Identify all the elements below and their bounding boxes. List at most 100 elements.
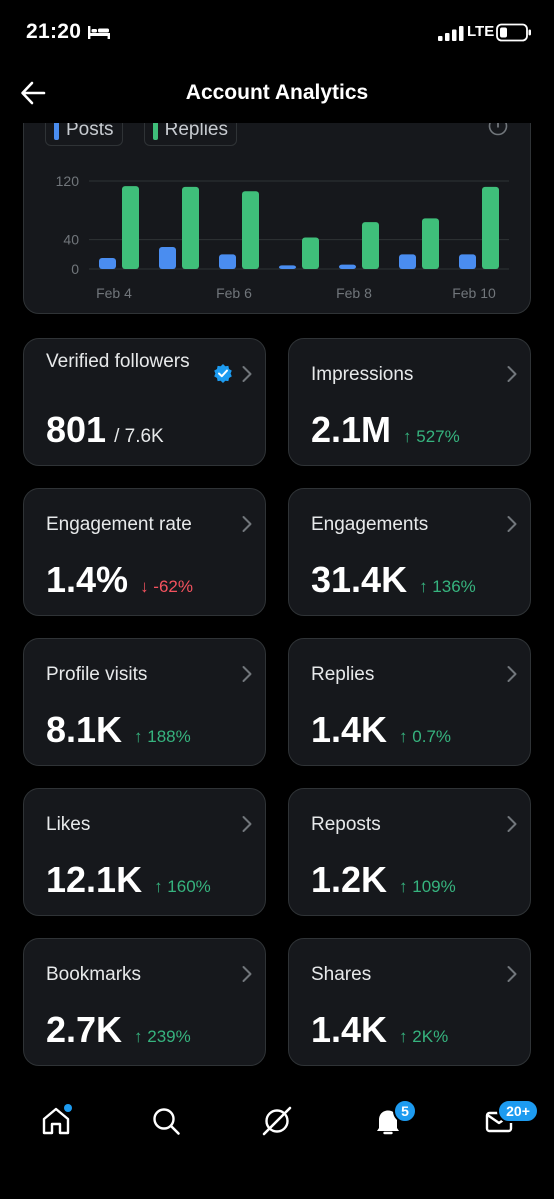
legend-swatch-replies <box>153 120 158 140</box>
stat-value: 2.1M <box>311 409 392 450</box>
stat-value: 1.4% <box>46 559 129 600</box>
bar-posts-feb-6[interactable] <box>219 254 236 269</box>
stat-card-shares[interactable]: Shares 1.4K ↑ 2K% <box>288 938 531 1066</box>
bar-replies-feb-9[interactable] <box>422 218 439 269</box>
status-bar: 21:20 LTE <box>0 0 554 66</box>
messages-badge: 20+ <box>497 1099 539 1123</box>
bar-replies-feb-5[interactable] <box>182 186 199 269</box>
stat-value: 31.4K <box>311 559 408 600</box>
chevron-right-icon <box>507 666 517 682</box>
stat-change: ↑ 136% <box>419 577 476 596</box>
stat-card-impressions[interactable]: Impressions 2.1M ↑ 527% <box>288 338 531 466</box>
notifications-badge: 5 <box>393 1099 417 1123</box>
stat-change: ↑ 188% <box>134 727 191 746</box>
stat-change: ↑ 109% <box>399 877 456 896</box>
stat-card-engagements[interactable]: Engagements 31.4K ↑ 136% <box>288 488 531 616</box>
bar-posts-feb-9[interactable] <box>399 254 416 269</box>
stat-card-reposts[interactable]: Reposts 1.2K ↑ 109% <box>288 788 531 916</box>
stat-label: Verified followers <box>46 351 190 372</box>
sleep-mode-icon <box>88 26 110 39</box>
legend-swatch-posts <box>54 120 59 140</box>
battery-icon <box>496 23 531 42</box>
y-tick-label: 120 <box>56 173 80 189</box>
stat-label: Impressions <box>311 364 414 385</box>
legend-label-replies: Replies <box>164 119 228 140</box>
stat-value: 12.1K <box>46 859 143 900</box>
home-icon[interactable] <box>40 1105 72 1137</box>
stat-value: 1.2K <box>311 859 388 900</box>
bar-posts-feb-5[interactable] <box>159 247 176 269</box>
stat-card-bookmarks[interactable]: Bookmarks 2.7K ↑ 239% <box>23 938 266 1066</box>
bar-posts-feb-4[interactable] <box>99 258 116 269</box>
stat-change: ↓ -62% <box>140 577 193 596</box>
bottom-nav: 5 20+ <box>0 1085 554 1199</box>
chevron-right-icon <box>507 816 517 832</box>
bar-posts-feb-7[interactable] <box>279 265 296 269</box>
y-tick-label: 0 <box>71 261 79 277</box>
stat-card-likes[interactable]: Likes 12.1K ↑ 160% <box>23 788 266 916</box>
bar-posts-feb-10[interactable] <box>459 254 476 269</box>
stat-row: 31.4K ↑ 136% <box>311 559 476 601</box>
bar-replies-feb-7[interactable] <box>302 237 319 269</box>
stat-change: ↑ 527% <box>403 427 460 446</box>
stat-label: Replies <box>311 664 375 685</box>
bar-replies-feb-4[interactable] <box>122 186 139 269</box>
stat-row: 2.1M ↑ 527% <box>311 409 460 451</box>
stat-label: Bookmarks <box>46 964 142 985</box>
x-tick-label: Feb 4 <box>96 285 132 301</box>
chevron-right-icon <box>242 966 252 982</box>
stat-label: Likes <box>46 814 91 835</box>
stat-label: Profile visits <box>46 664 148 685</box>
stat-change: ↑ 0.7% <box>399 727 452 746</box>
stat-row: 1.4K ↑ 0.7% <box>311 709 451 751</box>
chevron-right-icon <box>242 366 252 382</box>
stat-label: Reposts <box>311 814 381 835</box>
stat-value: 8.1K <box>46 709 123 750</box>
x-tick-label: Feb 6 <box>216 285 252 301</box>
grok-icon[interactable] <box>261 1105 293 1137</box>
bar-posts-feb-8[interactable] <box>339 264 356 269</box>
header-bar <box>0 66 554 123</box>
back-arrow-icon[interactable] <box>20 80 46 106</box>
stat-row: 2.7K ↑ 239% <box>46 1009 191 1051</box>
stat-card-profile-visits[interactable]: Profile visits 8.1K ↑ 188% <box>23 638 266 766</box>
stat-label: Engagement rate <box>46 514 192 535</box>
stat-value: 1.4K <box>311 1009 388 1050</box>
stat-label: Shares <box>311 964 372 985</box>
stat-row: 1.4% ↓ -62% <box>46 559 193 601</box>
chevron-right-icon <box>507 516 517 532</box>
signal-icon <box>438 26 464 41</box>
stat-row: 8.1K ↑ 188% <box>46 709 191 751</box>
network-type: LTE <box>467 23 495 40</box>
search-icon[interactable] <box>150 1105 182 1137</box>
stat-row: 1.2K ↑ 109% <box>311 859 456 901</box>
stat-value: 801 <box>46 409 107 450</box>
legend-label-posts: Posts <box>66 119 114 140</box>
stat-row: 12.1K ↑ 160% <box>46 859 211 901</box>
home-unread-dot <box>64 1104 72 1112</box>
stat-change: ↑ 2K% <box>399 1027 449 1046</box>
stat-value: 1.4K <box>311 709 388 750</box>
stat-card-verified-followers[interactable]: Verified followers 801 / 7.6K <box>23 338 266 466</box>
stat-row: 1.4K ↑ 2K% <box>311 1009 448 1051</box>
bar-chart: 120 40 0 Feb 4 Feb 6 Feb 8 Feb 10 <box>56 173 509 301</box>
verified-badge-icon <box>214 364 232 383</box>
chevron-right-icon <box>242 516 252 532</box>
stat-label: Engagements <box>311 514 429 535</box>
status-time: 21:20 <box>26 20 82 43</box>
bar-replies-feb-8[interactable] <box>362 222 379 269</box>
stat-value: 2.7K <box>46 1009 123 1050</box>
stat-card-engagement-rate[interactable]: Engagement rate 1.4% ↓ -62% <box>23 488 266 616</box>
page-title: Account Analytics <box>185 81 369 104</box>
chevron-right-icon <box>242 666 252 682</box>
bar-replies-feb-10[interactable] <box>482 186 499 269</box>
chevron-right-icon <box>507 966 517 982</box>
bar-replies-feb-6[interactable] <box>242 191 259 269</box>
chevron-right-icon <box>507 366 517 382</box>
stat-row: 801 / 7.6K <box>46 409 164 451</box>
stat-change: ↑ 160% <box>154 877 211 896</box>
chevron-right-icon <box>242 816 252 832</box>
y-tick-label: 40 <box>63 232 79 248</box>
stat-change: ↑ 239% <box>134 1027 191 1046</box>
stat-card-replies[interactable]: Replies 1.4K ↑ 0.7% <box>288 638 531 766</box>
